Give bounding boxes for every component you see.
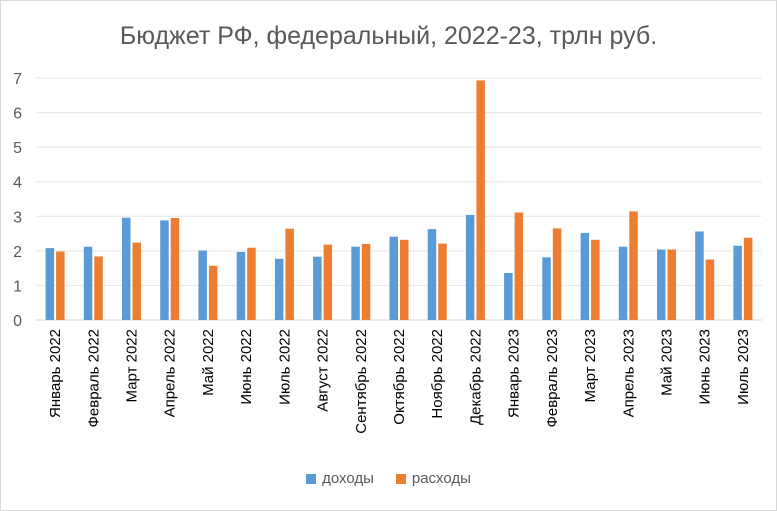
- y-tick-label: 6: [13, 106, 22, 123]
- bar-income-14: [580, 232, 590, 320]
- bar-income-7: [313, 256, 322, 320]
- legend-swatch-expenses: [395, 473, 406, 484]
- bar-income-18: [733, 245, 742, 320]
- x-tick-label: Сентябрь 2022: [353, 329, 370, 434]
- legend-item-expenses: расходы: [395, 470, 471, 487]
- bar-expenses-8: [361, 243, 371, 320]
- x-tick-label: Январь 2023: [506, 329, 523, 418]
- bars: [45, 80, 753, 321]
- x-tick-label: Июнь 2023: [697, 329, 714, 405]
- bar-income-15: [618, 246, 628, 320]
- x-tick-label: Апрель 2022: [162, 329, 179, 417]
- bar-income-12: [504, 273, 513, 320]
- bar-income-6: [274, 258, 284, 320]
- x-tick-label: Август 2022: [315, 329, 332, 412]
- x-tick-label: Март 2023: [582, 329, 599, 402]
- bar-expenses-13: [552, 228, 562, 320]
- bar-expenses-16: [667, 249, 676, 320]
- y-tick-label: 0: [13, 313, 22, 330]
- x-tick-label: Февраль 2023: [544, 329, 561, 428]
- bar-expenses-12: [514, 212, 524, 320]
- x-tick-label: Май 2023: [658, 329, 675, 396]
- x-tick-label: Январь 2022: [47, 329, 64, 418]
- x-tick-label: Февраль 2022: [85, 329, 102, 428]
- bar-expenses-1: [94, 256, 103, 320]
- y-tick-label: 5: [13, 140, 22, 157]
- bar-income-13: [542, 257, 551, 320]
- x-tick-label: Май 2022: [200, 329, 217, 396]
- y-tick-label: 4: [13, 175, 22, 192]
- x-tick-label: Октябрь 2022: [391, 329, 408, 425]
- bar-income-10: [427, 229, 437, 320]
- bar-expenses-6: [285, 228, 294, 320]
- x-tick-label: Ноябрь 2022: [429, 329, 446, 419]
- x-tick-label: Декабрь 2022: [467, 329, 484, 425]
- bar-expenses-2: [132, 242, 141, 320]
- bar-expenses-0: [56, 251, 65, 320]
- bar-expenses-18: [743, 237, 753, 320]
- bar-expenses-10: [438, 243, 447, 320]
- bar-expenses-3: [170, 218, 180, 320]
- y-tick-label: 1: [13, 278, 22, 295]
- x-tick-label: Март 2022: [124, 329, 141, 402]
- legend-label-expenses: расходы: [411, 470, 471, 487]
- bar-income-1: [83, 246, 93, 320]
- x-axis-ticks: Январь 2022 Февраль 2022 Март 2022 Апрель 2…: [47, 329, 752, 434]
- y-tick-label: 2: [13, 244, 22, 261]
- bar-expenses-15: [629, 211, 638, 320]
- x-tick-label: Июль 2022: [276, 329, 293, 405]
- bar-expenses-17: [705, 259, 715, 320]
- legend-item-income: доходы: [306, 470, 374, 487]
- bar-income-11: [465, 214, 475, 320]
- y-tick-label: 3: [13, 209, 22, 226]
- gridlines: [36, 77, 762, 321]
- bar-income-9: [389, 236, 398, 320]
- x-tick-label: Апрель 2023: [620, 329, 637, 417]
- bar-income-5: [236, 251, 246, 320]
- bar-income-16: [657, 249, 666, 320]
- bar-expenses-7: [323, 244, 333, 320]
- x-tick-label: Июль 2023: [735, 329, 752, 405]
- bar-income-3: [160, 220, 169, 320]
- x-tick-label: Июнь 2022: [238, 329, 255, 405]
- bar-expenses-4: [208, 265, 218, 320]
- bar-income-4: [198, 250, 207, 320]
- legend: доходы расходы: [0, 470, 777, 487]
- bar-expenses-9: [400, 239, 409, 320]
- bar-income-0: [45, 248, 55, 320]
- y-tick-label: 7: [13, 71, 22, 88]
- bar-expenses-11: [476, 80, 485, 321]
- bar-expenses-5: [247, 247, 256, 320]
- bar-income-17: [695, 231, 704, 320]
- chart-title: Бюджет РФ, федеральный, 2022-23, трлн ру…: [119, 22, 658, 50]
- legend-swatch-income: [306, 473, 317, 484]
- y-axis-ticks: 0 1 2 3 4 5 6 7: [13, 71, 22, 330]
- bar-income-2: [122, 217, 131, 320]
- bar-income-8: [351, 246, 360, 320]
- legend-label-income: доходы: [322, 470, 374, 487]
- bar-expenses-14: [591, 239, 600, 320]
